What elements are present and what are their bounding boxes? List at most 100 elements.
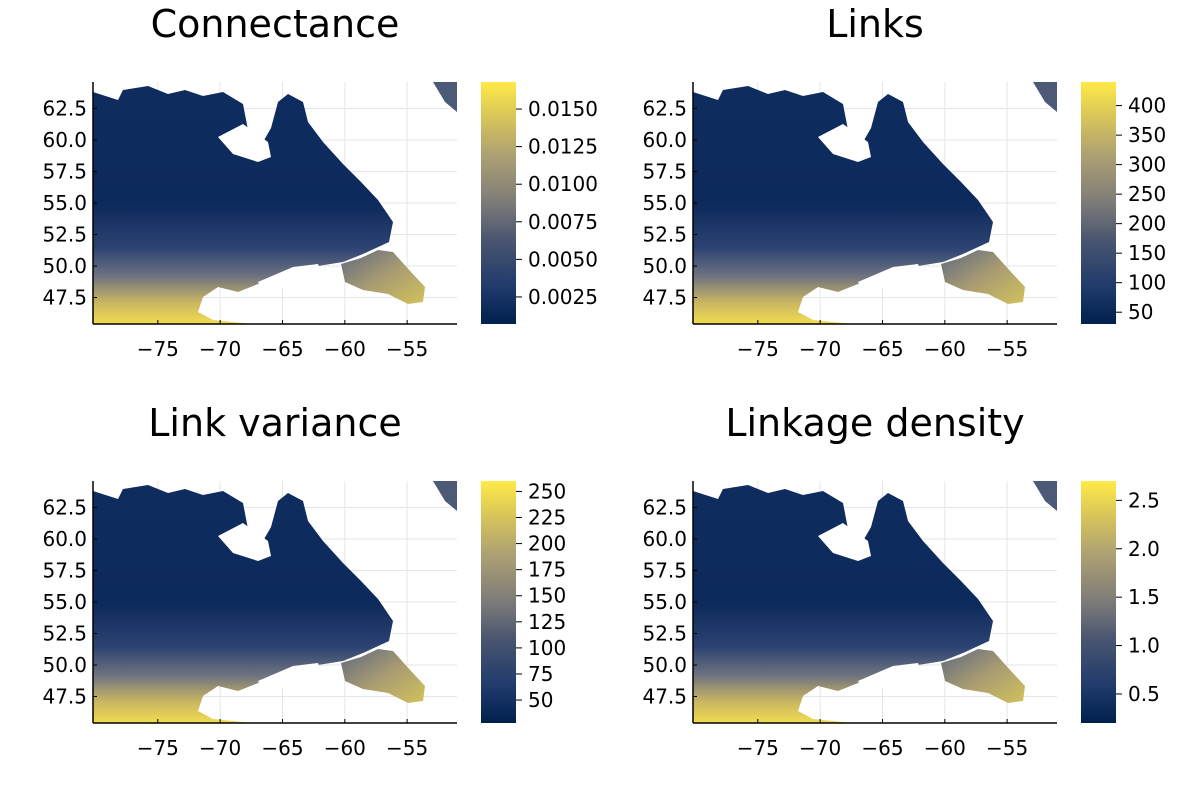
y-tick-label: 50.0 [42,254,87,278]
heatmap-region [93,481,457,723]
y-tick-label: 60.0 [642,527,687,551]
y-tick-label: 57.5 [42,159,87,183]
heatmap-river-gap [858,264,923,292]
heatmap-land [693,86,993,324]
heatmap-north-land [1033,82,1057,112]
y-tick-label: 62.5 [42,495,87,519]
y-tick-label: 60.0 [642,128,687,152]
colorbar-tick-label: 150 [1128,241,1166,265]
x-tick-label: −65 [261,736,303,760]
chart-panel: Link variance −75 −70 −65 −60 −55 62.5 60.0 57.5… [42,401,566,760]
colorbar-tick-label: 175 [528,558,566,582]
y-tick-label: 62.5 [642,96,687,120]
colorbar-tick-label: 0.0125 [528,135,598,159]
colorbar-tick-label: 0.0025 [528,285,598,309]
chart-title: Link variance [148,401,402,445]
x-tick-label: −70 [799,736,841,760]
y-tick-label: 57.5 [642,159,687,183]
heatmap-east-land [341,649,425,703]
colorbar-tick-label: 250 [1128,182,1166,206]
heatmap-east-land [941,649,1025,703]
colorbar-tick-label: 0.0150 [528,97,598,121]
x-tick-label: −75 [737,337,779,361]
heatmap-region [693,82,1057,324]
y-tick-label: 50.0 [42,653,87,677]
heatmap-region [693,481,1057,723]
heatmap-bay-gap [818,523,871,561]
colorbar [1081,481,1116,723]
x-tick-label: −70 [199,337,241,361]
y-tick-label: 57.5 [642,558,687,582]
heatmap-east-land [341,250,425,304]
x-tick-label: −65 [261,337,303,361]
y-tick-label: 57.5 [42,558,87,582]
heatmap-bay-gap [218,523,271,561]
colorbar-tick-label: 75 [528,662,553,686]
x-tick-label: −75 [137,337,179,361]
heatmap-land [93,86,393,324]
y-tick-label: 47.5 [42,286,87,310]
y-tick-label: 52.5 [642,223,687,247]
heatmap-river-gap [858,663,923,691]
colorbar-tick-label: 100 [528,636,566,660]
colorbar-tick-label: 150 [528,584,566,608]
y-tick-label: 62.5 [642,495,687,519]
x-tick-label: −60 [924,337,966,361]
x-tick-label: −75 [737,736,779,760]
y-tick-label: 55.0 [42,590,87,614]
x-tick-label: −55 [986,337,1028,361]
heatmap-land [693,485,993,723]
chart-panel: Links −75 −70 −65 −60 −55 62.5 60.0 57.5 55.0 52.5… [642,2,1166,361]
heatmap-land [93,485,393,723]
y-tick-label: 52.5 [42,622,87,646]
colorbar-tick-label: 2.0 [1128,537,1160,561]
y-tick-label: 55.0 [42,191,87,215]
y-tick-label: 52.5 [42,223,87,247]
colorbar-tick-label: 1.5 [1128,585,1160,609]
y-tick-label: 47.5 [42,685,87,709]
colorbar-tick-label: 0.5 [1128,682,1160,706]
y-tick-label: 50.0 [642,254,687,278]
heatmap-north-land [1033,481,1057,511]
y-tick-label: 60.0 [42,527,87,551]
colorbar-tick-label: 0.0100 [528,172,598,196]
colorbar-tick-label: 2.5 [1128,488,1160,512]
y-tick-label: 60.0 [42,128,87,152]
colorbar-tick-label: 350 [1128,123,1166,147]
y-tick-label: 47.5 [642,286,687,310]
colorbar [481,481,516,723]
heatmap-river-gap [258,264,323,292]
colorbar-tick-label: 125 [528,610,566,634]
heatmap-north-land [433,82,457,112]
heatmap-region [93,82,457,324]
x-tick-label: −75 [137,736,179,760]
heatmap-north-land [433,481,457,511]
x-tick-label: −55 [986,736,1028,760]
chart-title: Connectance [151,2,400,46]
x-tick-label: −55 [386,736,428,760]
x-tick-label: −65 [861,736,903,760]
colorbar [481,82,516,324]
colorbar-tick-label: 50 [1128,300,1153,324]
colorbar-tick-label: 200 [1128,212,1166,236]
colorbar-tick-label: 200 [528,532,566,556]
heatmap-east-land [941,250,1025,304]
x-tick-label: −70 [199,736,241,760]
x-tick-label: −60 [324,337,366,361]
heatmap-bay-gap [218,124,271,162]
y-tick-label: 55.0 [642,191,687,215]
chart-panel: Linkage density −75 −70 −65 −60 −55 62.5 60.0 57… [642,401,1159,760]
chart-title: Links [826,2,924,46]
colorbar [1081,82,1116,324]
x-tick-label: −60 [324,736,366,760]
chart-panel: Connectance −75 −70 −65 −60 −55 62.5 60.0 57.5 55… [42,2,598,361]
colorbar-tick-label: 225 [528,506,566,530]
y-tick-label: 52.5 [642,622,687,646]
x-tick-label: −60 [924,736,966,760]
y-tick-label: 62.5 [42,96,87,120]
chart-title: Linkage density [725,401,1024,445]
colorbar-tick-label: 300 [1128,153,1166,177]
y-tick-label: 55.0 [642,590,687,614]
heatmap-bay-gap [818,124,871,162]
